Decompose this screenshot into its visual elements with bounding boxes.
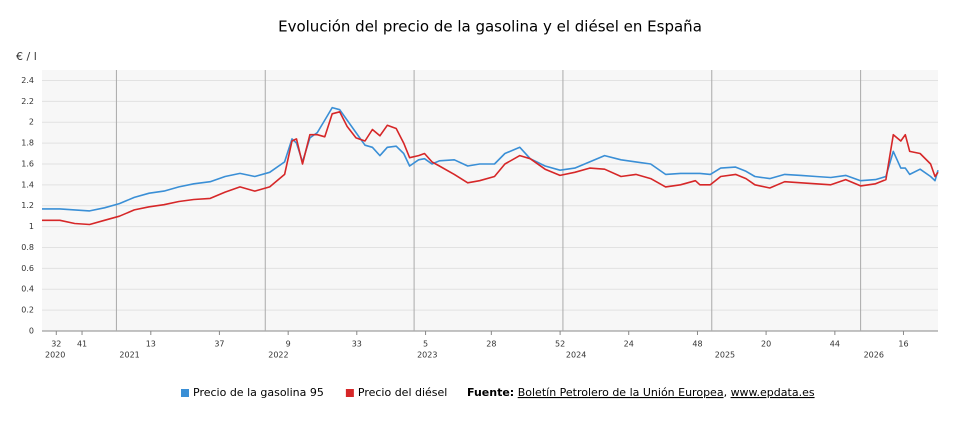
legend-swatch — [345, 389, 354, 397]
y-tick-label: 0.6 — [21, 264, 34, 273]
y-tick-label: 0.4 — [21, 285, 34, 294]
x-tick-label: 20 — [761, 340, 771, 349]
x-tick-label: 24 — [624, 340, 634, 349]
legend: Precio de la gasolina 95 Precio del diése… — [181, 386, 447, 399]
x-tick-label: 16 — [898, 340, 908, 349]
year-label: 2026 — [864, 351, 884, 360]
year-label: 2022 — [268, 351, 288, 360]
legend-swatch — [181, 389, 189, 397]
y-tick-label: 1 — [29, 222, 34, 231]
chart-title: Evolución del precio de la gasolina y el… — [278, 18, 702, 36]
x-tick-label: 28 — [486, 340, 496, 349]
y-axis-label: € / l — [16, 50, 37, 63]
x-tick-label: 5 — [423, 340, 428, 349]
y-tick-label: 0.8 — [21, 243, 34, 252]
series-line — [42, 111, 939, 226]
source: Fuente: Boletín Petrolero de la Unión Eu… — [467, 386, 815, 399]
y-tick-label: 1.8 — [21, 139, 34, 148]
x-tick-label: 9 — [286, 340, 291, 349]
y-tick-label: 1.6 — [21, 159, 34, 168]
legend-label: Precio de la gasolina 95 — [193, 386, 324, 399]
y-tick-label: 2.4 — [21, 76, 34, 85]
year-label: 2024 — [566, 351, 586, 360]
x-tick-label: 48 — [692, 340, 702, 349]
year-label: 2025 — [715, 351, 735, 360]
x-tick-label: 33 — [352, 340, 362, 349]
series-line — [42, 106, 939, 212]
x-tick-label: 44 — [830, 340, 840, 349]
y-tick-label: 2.2 — [21, 97, 34, 106]
y-tick-label: 2 — [29, 118, 34, 127]
legend-label: Precio del diésel — [358, 386, 447, 399]
y-tick-label: 1.2 — [21, 201, 34, 210]
x-tick-label: 37 — [214, 340, 224, 349]
x-tick-label: 32 — [51, 340, 61, 349]
plot-area — [42, 70, 938, 331]
source-label: Fuente: — [467, 386, 514, 399]
source-site[interactable]: www.epdata.es — [731, 386, 815, 399]
y-tick-label: 1.4 — [21, 180, 34, 189]
source-separator: , — [724, 386, 728, 399]
year-label: 2020 — [45, 351, 65, 360]
year-label: 2021 — [119, 351, 139, 360]
y-tick-label: 0 — [29, 327, 34, 336]
x-tick-label: 52 — [555, 340, 565, 349]
year-label: 2023 — [417, 351, 437, 360]
x-tick-label: 41 — [77, 340, 87, 349]
x-tick-label: 13 — [146, 340, 156, 349]
y-tick-label: 0.2 — [21, 306, 34, 315]
source-publisher[interactable]: Boletín Petrolero de la Unión Europea — [518, 386, 724, 399]
